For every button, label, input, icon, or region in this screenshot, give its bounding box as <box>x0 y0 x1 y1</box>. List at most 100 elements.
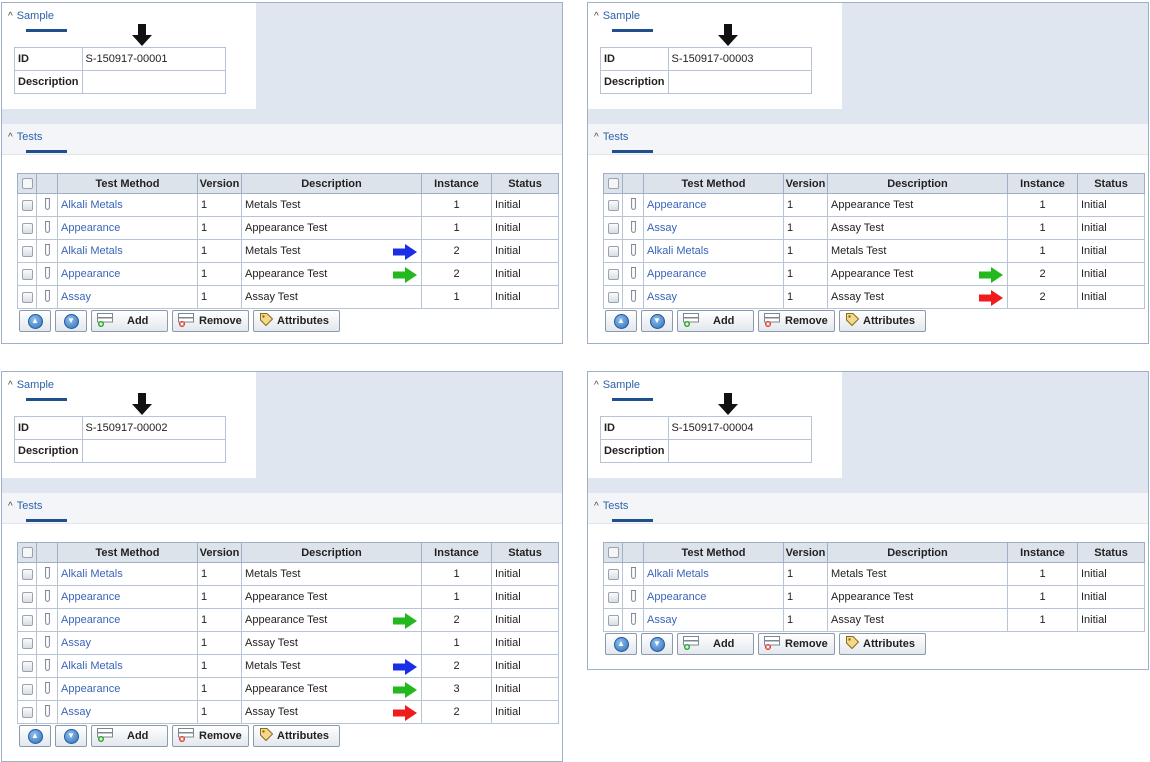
table-row[interactable]: Alkali Metals 1 Metals Test 2 Initial <box>17 654 559 678</box>
sample-id-value[interactable]: S-150917-00003 <box>667 47 813 71</box>
row-checkbox[interactable] <box>21 591 33 603</box>
row-checkbox-cell[interactable] <box>603 193 623 217</box>
row-checkbox-cell[interactable] <box>17 285 37 309</box>
collapse-chevron-icon[interactable]: ^ <box>8 380 13 391</box>
add-button[interactable]: Add <box>91 725 168 747</box>
table-row[interactable]: Assay 1 Assay Test 1 Initial <box>17 285 559 309</box>
sample-section-title[interactable]: Sample <box>16 379 54 391</box>
column-header-instance[interactable]: Instance <box>1007 542 1078 563</box>
table-row[interactable]: Appearance 1 Appearance Test 2 Initial <box>17 262 559 286</box>
attributes-button[interactable]: Attributes <box>839 310 926 332</box>
test-method-link[interactable]: Alkali Metals <box>57 239 198 263</box>
sample-description-value[interactable] <box>81 70 227 94</box>
test-method-link[interactable]: Appearance <box>57 608 198 632</box>
column-header-test-method[interactable]: Test Method <box>57 173 198 194</box>
sample-section-header[interactable]: ^ Sample <box>594 379 653 401</box>
row-checkbox-cell[interactable] <box>17 700 37 724</box>
sample-description-value[interactable] <box>81 439 227 463</box>
row-checkbox-cell[interactable] <box>603 608 623 632</box>
table-row[interactable]: Appearance 1 Appearance Test 1 Initial <box>17 585 559 609</box>
row-checkbox-cell[interactable] <box>17 216 37 240</box>
select-all-cell[interactable] <box>603 173 623 194</box>
sample-section-title[interactable]: Sample <box>602 379 640 391</box>
row-checkbox-cell[interactable] <box>603 239 623 263</box>
table-row[interactable]: Assay 1 Assay Test 2 Initial <box>17 700 559 724</box>
attributes-button[interactable]: Attributes <box>253 310 340 332</box>
move-up-button[interactable]: ▲ <box>605 310 637 332</box>
row-checkbox[interactable] <box>21 660 33 672</box>
tests-section-header[interactable]: ^ Tests <box>8 131 67 153</box>
row-checkbox[interactable] <box>21 268 33 280</box>
column-header-description[interactable]: Description <box>827 173 1008 194</box>
add-button[interactable]: Add <box>91 310 168 332</box>
table-row[interactable]: Assay 1 Assay Test 2 Initial <box>603 285 1145 309</box>
column-header-status[interactable]: Status <box>491 173 559 194</box>
move-up-button[interactable]: ▲ <box>19 310 51 332</box>
row-checkbox-cell[interactable] <box>17 239 37 263</box>
test-method-link[interactable]: Assay <box>643 608 784 632</box>
test-method-link[interactable]: Appearance <box>643 262 784 286</box>
select-all-cell[interactable] <box>17 542 37 563</box>
add-button[interactable]: Add <box>677 633 754 655</box>
remove-button[interactable]: Remove <box>172 725 249 747</box>
sample-section-header[interactable]: ^ Sample <box>8 10 67 32</box>
remove-button[interactable]: Remove <box>758 633 835 655</box>
column-header-test-method[interactable]: Test Method <box>643 173 784 194</box>
move-down-button[interactable]: ▼ <box>641 633 673 655</box>
column-header-description[interactable]: Description <box>827 542 1008 563</box>
collapse-chevron-icon[interactable]: ^ <box>594 11 599 22</box>
test-method-link[interactable]: Alkali Metals <box>57 193 198 217</box>
row-checkbox-cell[interactable] <box>603 585 623 609</box>
sample-section-header[interactable]: ^ Sample <box>8 379 67 401</box>
move-down-button[interactable]: ▼ <box>55 310 87 332</box>
row-checkbox[interactable] <box>607 245 619 257</box>
column-header-status[interactable]: Status <box>1077 173 1145 194</box>
table-row[interactable]: Alkali Metals 1 Metals Test 1 Initial <box>603 239 1145 263</box>
row-checkbox-cell[interactable] <box>17 193 37 217</box>
row-checkbox[interactable] <box>21 199 33 211</box>
row-checkbox-cell[interactable] <box>17 608 37 632</box>
row-checkbox-cell[interactable] <box>17 631 37 655</box>
table-row[interactable]: Assay 1 Assay Test 1 Initial <box>17 631 559 655</box>
sample-section-title[interactable]: Sample <box>602 10 640 22</box>
test-method-link[interactable]: Appearance <box>643 585 784 609</box>
collapse-chevron-icon[interactable]: ^ <box>594 501 599 512</box>
row-checkbox[interactable] <box>21 637 33 649</box>
column-header-version[interactable]: Version <box>783 173 828 194</box>
select-all-checkbox[interactable] <box>607 178 619 190</box>
table-row[interactable]: Assay 1 Assay Test 1 Initial <box>603 216 1145 240</box>
row-checkbox[interactable] <box>21 683 33 695</box>
move-down-button[interactable]: ▼ <box>641 310 673 332</box>
test-method-link[interactable]: Assay <box>57 285 198 309</box>
table-row[interactable]: Appearance 1 Appearance Test 1 Initial <box>603 585 1145 609</box>
sample-id-value[interactable]: S-150917-00001 <box>81 47 227 71</box>
test-method-link[interactable]: Assay <box>57 631 198 655</box>
row-checkbox-cell[interactable] <box>17 585 37 609</box>
row-checkbox-cell[interactable] <box>603 216 623 240</box>
collapse-chevron-icon[interactable]: ^ <box>8 11 13 22</box>
column-header-status[interactable]: Status <box>1077 542 1145 563</box>
row-checkbox[interactable] <box>607 268 619 280</box>
column-header-test-method[interactable]: Test Method <box>643 542 784 563</box>
sample-description-value[interactable] <box>667 439 813 463</box>
table-row[interactable]: Alkali Metals 1 Metals Test 2 Initial <box>17 239 559 263</box>
row-checkbox[interactable] <box>607 568 619 580</box>
sample-section-header[interactable]: ^ Sample <box>594 10 653 32</box>
row-checkbox[interactable] <box>607 591 619 603</box>
remove-button[interactable]: Remove <box>758 310 835 332</box>
row-checkbox-cell[interactable] <box>17 677 37 701</box>
attributes-button[interactable]: Attributes <box>839 633 926 655</box>
tests-section-header[interactable]: ^ Tests <box>594 500 653 522</box>
sample-id-value[interactable]: S-150917-00002 <box>81 416 227 440</box>
tests-section-title[interactable]: Tests <box>16 500 43 512</box>
test-method-link[interactable]: Alkali Metals <box>57 562 198 586</box>
table-row[interactable]: Appearance 1 Appearance Test 2 Initial <box>603 262 1145 286</box>
table-row[interactable]: Appearance 1 Appearance Test 1 Initial <box>17 216 559 240</box>
table-row[interactable]: Alkali Metals 1 Metals Test 1 Initial <box>17 193 559 217</box>
row-checkbox[interactable] <box>607 291 619 303</box>
table-row[interactable]: Appearance 1 Appearance Test 3 Initial <box>17 677 559 701</box>
select-all-checkbox[interactable] <box>607 547 619 559</box>
test-method-link[interactable]: Assay <box>57 700 198 724</box>
test-method-link[interactable]: Alkali Metals <box>57 654 198 678</box>
row-checkbox-cell[interactable] <box>603 262 623 286</box>
